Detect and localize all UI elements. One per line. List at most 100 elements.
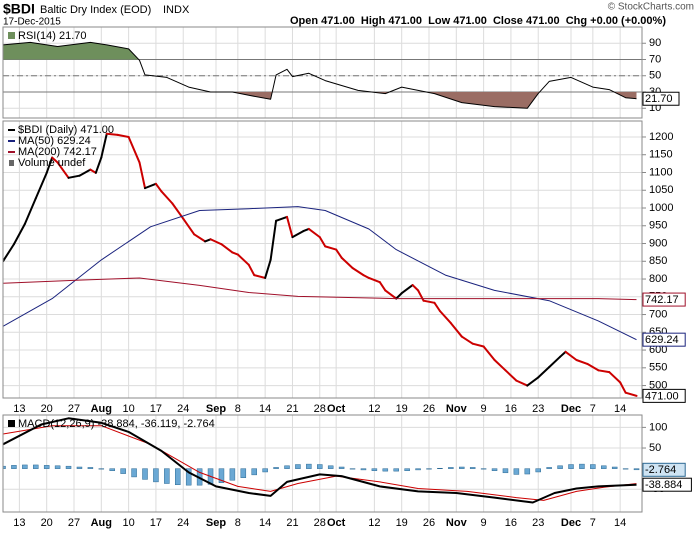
price-segment bbox=[89, 168, 97, 174]
x-tick-label: 24 bbox=[177, 517, 189, 529]
price-segment bbox=[515, 379, 529, 387]
panel-border bbox=[2, 414, 643, 513]
x-tick-label: 9 bbox=[481, 403, 487, 415]
y-tick-label: 550 bbox=[649, 362, 667, 374]
x-tick-label: Aug bbox=[91, 403, 112, 415]
y-tick-label: 100 bbox=[649, 421, 667, 433]
quote: Open 471.00 High 471.00 Low 471.00 Close… bbox=[290, 15, 666, 27]
x-tick-label: 27 bbox=[68, 403, 80, 415]
x-tick-label: 14 bbox=[614, 403, 626, 415]
price-segment bbox=[400, 284, 414, 295]
x-tick-label: Sep bbox=[206, 403, 226, 415]
price-segment bbox=[144, 182, 157, 190]
panel-border bbox=[2, 26, 643, 119]
price-segment bbox=[564, 350, 578, 362]
y-tick-label: 1150 bbox=[649, 149, 673, 161]
price-segment bbox=[247, 263, 256, 277]
y-tick-label: 50 bbox=[649, 70, 661, 82]
price-segment bbox=[154, 182, 163, 193]
price-segment bbox=[493, 359, 507, 372]
histogram-bar bbox=[579, 463, 585, 469]
price-segment bbox=[384, 289, 398, 300]
y-tick-label: 950 bbox=[649, 220, 667, 232]
x-tick-label: 8 bbox=[235, 517, 241, 529]
legend-icon bbox=[8, 32, 15, 39]
value-label: 742.17 bbox=[645, 294, 679, 306]
x-tick-label: 12 bbox=[368, 517, 380, 529]
series-line bbox=[3, 417, 637, 504]
histogram-bar bbox=[251, 468, 257, 476]
panel-background bbox=[3, 27, 642, 118]
x-tick-label: Sep bbox=[206, 517, 226, 529]
price-segment bbox=[367, 276, 381, 284]
price-segment bbox=[471, 342, 485, 348]
price-segment bbox=[422, 299, 436, 304]
x-tick-label: 28 bbox=[314, 517, 326, 529]
histogram-bar bbox=[43, 465, 50, 469]
price-segment bbox=[51, 156, 59, 164]
price-segment bbox=[275, 215, 288, 222]
x-tick-label: Nov bbox=[446, 403, 468, 415]
x-tick-label: Dec bbox=[561, 517, 581, 529]
price-segment bbox=[482, 345, 496, 362]
x-tick-label: 21 bbox=[286, 403, 298, 415]
price-segment bbox=[34, 171, 48, 200]
histogram-bar bbox=[175, 468, 181, 486]
y-tick-label: 70 bbox=[649, 53, 661, 65]
y-tick-label: 600 bbox=[649, 344, 667, 356]
x-tick-label: 17 bbox=[150, 517, 162, 529]
histogram-bar bbox=[448, 467, 454, 469]
price-segment bbox=[526, 376, 540, 387]
x-tick-label: 21 bbox=[286, 517, 298, 529]
x-tick-label: 12 bbox=[368, 403, 380, 415]
value-label: -38.884 bbox=[645, 479, 682, 491]
x-tick-label: Aug bbox=[91, 517, 112, 529]
index-name: Baltic Dry Index (EOD) bbox=[40, 4, 151, 16]
y-tick-label: 850 bbox=[649, 255, 667, 267]
plot-area bbox=[3, 41, 642, 109]
plot-area bbox=[3, 417, 640, 504]
price-segment bbox=[460, 335, 474, 345]
x-tick-label: 17 bbox=[150, 403, 162, 415]
legend-title: MACD(12,26,9) -38.884, -36.119, -2.764 bbox=[18, 418, 215, 430]
price-segment bbox=[307, 227, 321, 239]
x-tick-label: Oct bbox=[327, 517, 346, 529]
price-segment bbox=[318, 236, 327, 248]
histogram-bar bbox=[131, 468, 137, 478]
histogram-bar bbox=[87, 467, 94, 469]
value-label: 629.24 bbox=[645, 334, 679, 346]
price-segment bbox=[182, 217, 196, 236]
price-segment bbox=[3, 243, 15, 263]
histogram-bar bbox=[382, 468, 389, 472]
price-segment bbox=[286, 215, 294, 239]
histogram-bar bbox=[360, 468, 367, 471]
legend-icon bbox=[9, 160, 14, 166]
value-label-box bbox=[642, 388, 686, 403]
x-tick-label: 23 bbox=[532, 517, 544, 529]
legend-icon bbox=[8, 420, 15, 427]
value-label-box bbox=[642, 462, 686, 477]
series-line bbox=[3, 206, 637, 341]
price-segment bbox=[236, 253, 250, 266]
histogram-bar bbox=[437, 467, 443, 469]
histogram-bar bbox=[262, 468, 268, 473]
histogram-bar bbox=[502, 468, 509, 474]
legend-label: MA(50) 629.24 bbox=[18, 135, 91, 147]
x-tick-label: 10 bbox=[122, 403, 134, 415]
histogram-bar bbox=[590, 464, 596, 469]
y-tick-label: 1200 bbox=[649, 131, 673, 143]
value-label: 471.00 bbox=[645, 390, 679, 402]
rsi-fill bbox=[3, 42, 637, 60]
price-segment bbox=[45, 156, 54, 174]
price-segment bbox=[608, 371, 622, 384]
x-tick-label: 19 bbox=[396, 403, 408, 415]
price-segment bbox=[56, 161, 70, 179]
price-segment bbox=[253, 274, 267, 279]
x-tick-label: 14 bbox=[259, 403, 271, 415]
histogram-bar bbox=[622, 468, 629, 470]
y-tick-label: 1050 bbox=[649, 184, 673, 196]
histogram-bar bbox=[404, 468, 410, 471]
price-segment bbox=[395, 292, 403, 300]
price-segment bbox=[340, 256, 354, 270]
